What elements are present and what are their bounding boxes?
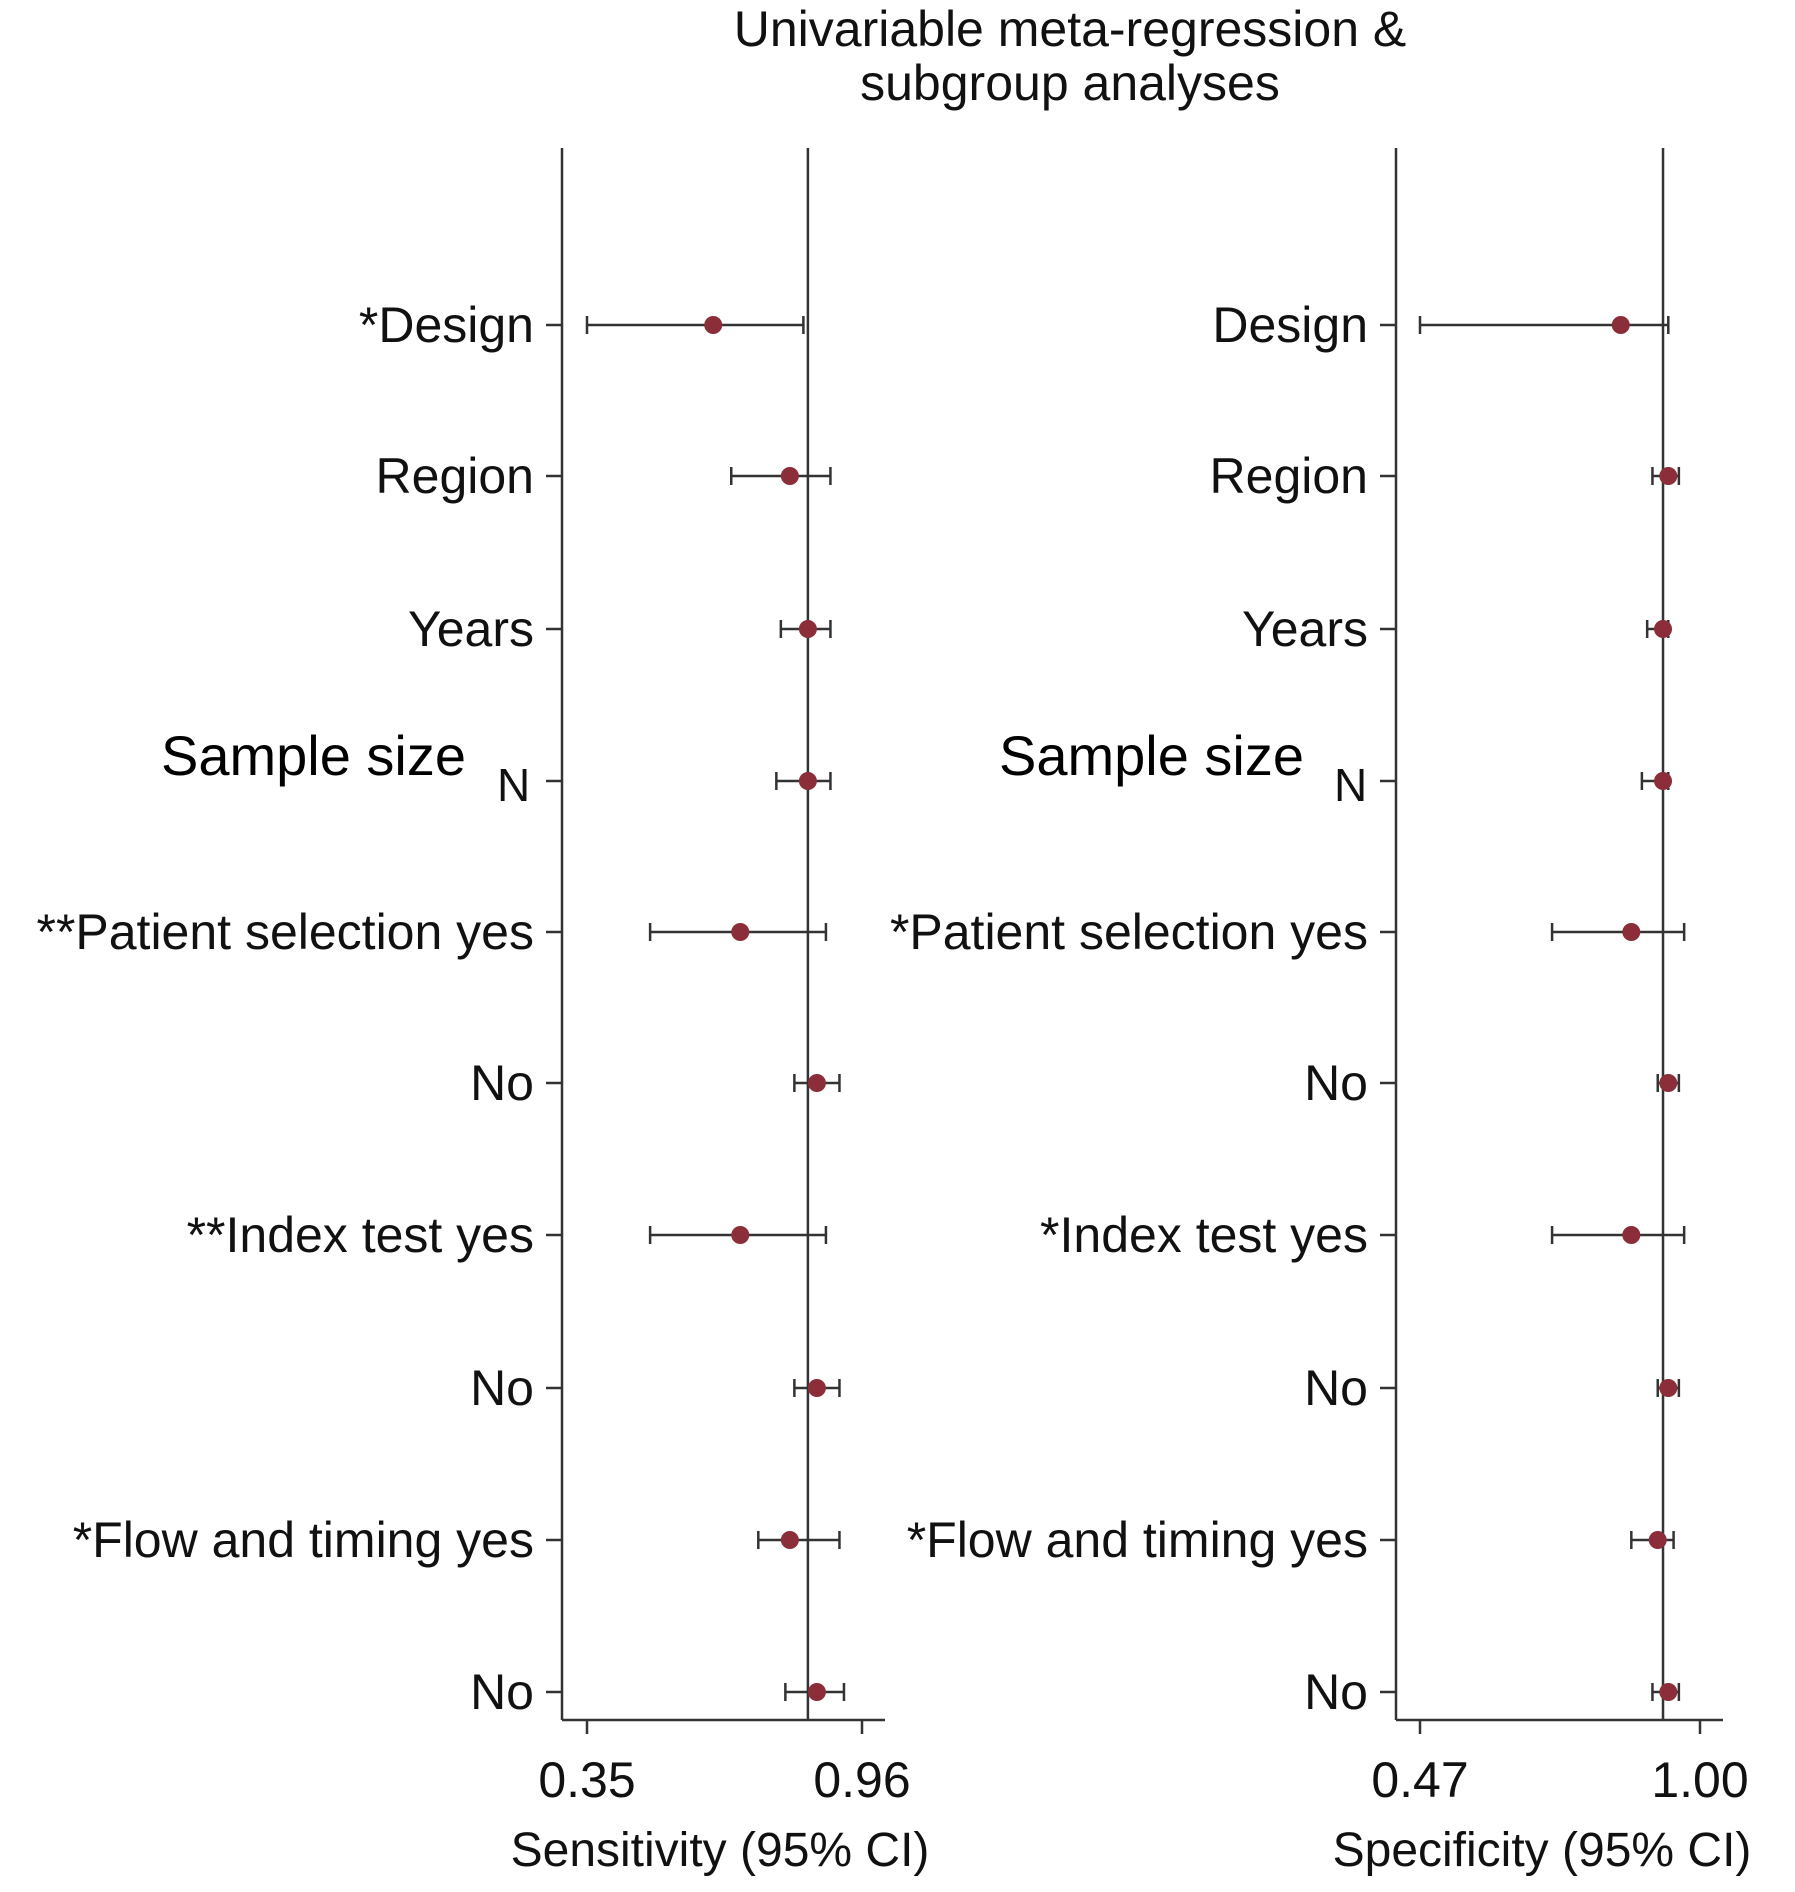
- sensitivity-row-label: No: [470, 1664, 534, 1720]
- sensitivity-x-tick-label: 0.35: [538, 1752, 635, 1808]
- specificity-point-estimate: [1659, 1683, 1678, 1701]
- sensitivity-row-label: No: [470, 1055, 534, 1111]
- sensitivity-point-estimate: [807, 1379, 826, 1397]
- specificity-x-tick-label: 0.47: [1371, 1752, 1468, 1808]
- specificity-point-estimate: [1622, 923, 1641, 941]
- specificity-point-estimate: [1654, 772, 1673, 790]
- specificity-point-estimate: [1622, 1226, 1641, 1244]
- specificity-x-tick-label: 1.00: [1651, 1752, 1748, 1808]
- specificity-row-label: No: [1304, 1664, 1368, 1720]
- sensitivity-point-estimate: [780, 1531, 799, 1549]
- specificity-row-label: *Flow and timing yes: [907, 1512, 1368, 1568]
- sensitivity-point-estimate: [807, 1683, 826, 1701]
- sensitivity-row-label: Sample size: [161, 724, 466, 787]
- specificity-row-label: *Index test yes: [1040, 1207, 1368, 1263]
- sensitivity-x-tick-label: 0.96: [813, 1752, 910, 1808]
- sensitivity-point-estimate: [704, 316, 723, 334]
- specificity-row-label: Sample size: [999, 724, 1304, 787]
- specificity-panel: 0.47 1.00 Specificity (95% CI) Design Region…: [890, 148, 1751, 1877]
- sensitivity-point-estimate: [798, 620, 817, 638]
- specificity-row-label: Design: [1212, 297, 1368, 353]
- sensitivity-row-label: **Index test yes: [187, 1207, 534, 1263]
- specificity-point-estimate: [1659, 1074, 1678, 1092]
- chart-title-line-2: subgroup analyses: [860, 55, 1280, 111]
- specificity-row-label-suffix: N: [1334, 759, 1367, 811]
- specificity-row-label: No: [1304, 1055, 1368, 1111]
- specificity-row-label: Region: [1210, 448, 1368, 504]
- chart-title: Univariable meta-regression & subgroup a…: [600, 2, 1540, 110]
- sensitivity-row-label: Years: [408, 601, 534, 657]
- sensitivity-point-estimate: [798, 772, 817, 790]
- specificity-point-estimate: [1659, 467, 1678, 485]
- specificity-point-estimate: [1648, 1531, 1667, 1549]
- sensitivity-point-estimate: [731, 923, 750, 941]
- sensitivity-axis-title: Sensitivity (95% CI): [511, 1824, 930, 1877]
- specificity-point-estimate: [1654, 620, 1673, 638]
- specificity-point-estimate: [1611, 316, 1630, 334]
- sensitivity-row-label: *Design: [359, 297, 534, 353]
- sensitivity-row-label: **Patient selection yes: [36, 904, 534, 960]
- specificity-point-estimate: [1659, 1379, 1678, 1397]
- specificity-row-label: Years: [1242, 601, 1368, 657]
- chart-title-line-1: Univariable meta-regression &: [733, 1, 1407, 57]
- sensitivity-point-estimate: [780, 467, 799, 485]
- sensitivity-row-label: No: [470, 1360, 534, 1416]
- sensitivity-panel: 0.35 0.96 Sensitivity (95% CI) *Design Regio…: [36, 148, 929, 1877]
- sensitivity-point-estimate: [731, 1226, 750, 1244]
- specificity-axis-title: Specificity (95% CI): [1333, 1824, 1752, 1877]
- sensitivity-row-label-suffix: N: [497, 759, 530, 811]
- sensitivity-point-estimate: [807, 1074, 826, 1092]
- specificity-row-label: No: [1304, 1360, 1368, 1416]
- sensitivity-row-label: *Flow and timing yes: [73, 1512, 534, 1568]
- sensitivity-row-label: Region: [376, 448, 534, 504]
- specificity-row-label: *Patient selection yes: [890, 904, 1368, 960]
